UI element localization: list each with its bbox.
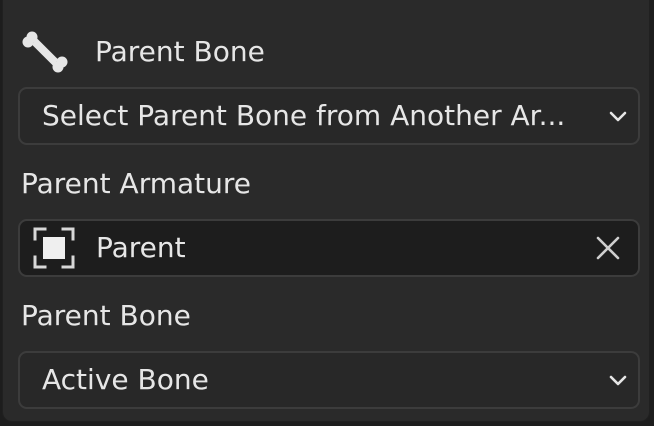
parent-mode-value: Select Parent Bone from Another Ar...	[42, 99, 566, 132]
panel-header: Parent Bone	[21, 28, 265, 76]
object-icon	[32, 226, 76, 270]
parent-bone-value: Active Bone	[42, 363, 209, 396]
chevron-down-icon	[606, 368, 630, 392]
bone-icon	[21, 28, 69, 76]
parent-armature-label: Parent Armature	[21, 167, 251, 200]
parent-mode-dropdown[interactable]: Select Parent Bone from Another Ar...	[18, 87, 640, 145]
parent-armature-field[interactable]: Parent	[18, 219, 640, 277]
chevron-down-icon	[606, 104, 630, 128]
panel-title: Parent Bone	[95, 35, 265, 68]
parent-bone-dropdown[interactable]: Active Bone	[18, 351, 640, 409]
close-icon[interactable]	[594, 234, 622, 262]
parent-armature-value: Parent	[96, 231, 186, 264]
parent-bone-label: Parent Bone	[21, 299, 191, 332]
